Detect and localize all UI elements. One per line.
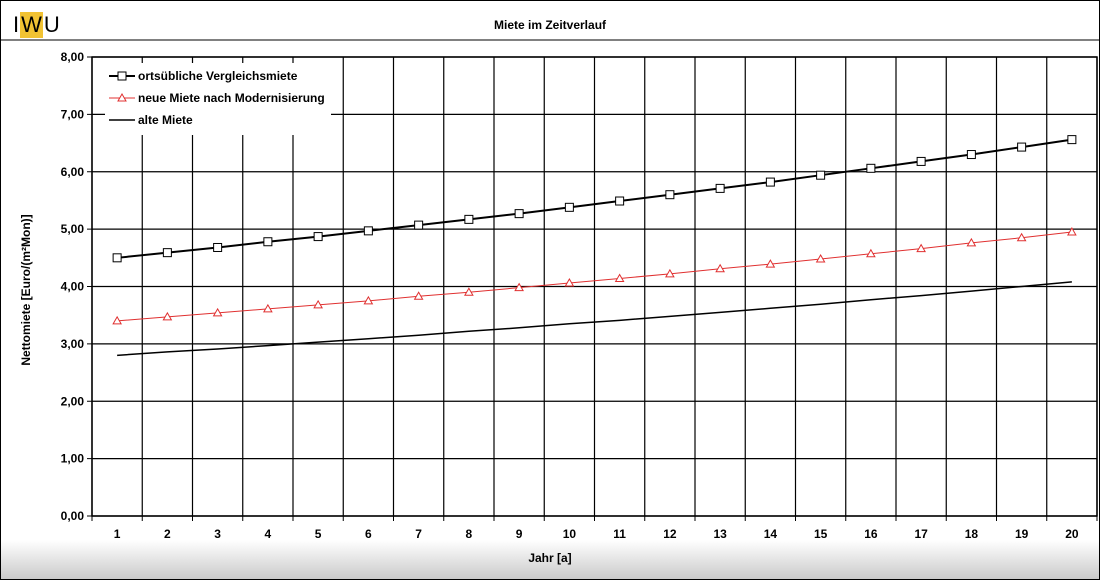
- data-point-square: [263, 237, 273, 247]
- legend-item-alte-miete: alte Miete: [109, 109, 325, 131]
- x-tick-label: 11: [613, 527, 626, 541]
- legend-symbol-triangle: [109, 92, 135, 102]
- data-point-triangle: [665, 268, 675, 278]
- legend-item-neue-miete: neue Miete nach Modernisierung: [109, 87, 325, 109]
- data-point-square: [866, 163, 876, 173]
- y-tick-label: 6,00: [61, 165, 85, 179]
- x-tick-label: 20: [1065, 527, 1079, 541]
- legend-symbol-square: [109, 71, 135, 81]
- x-tick-label: 10: [563, 527, 577, 541]
- data-point-square: [715, 183, 725, 193]
- data-point-triangle: [263, 303, 273, 313]
- legend-item-vergleichsmiete: ortsübliche Vergleichsmiete: [109, 65, 325, 87]
- data-point-square: [1017, 142, 1027, 152]
- data-point-square: [564, 202, 574, 212]
- x-axis-label: Jahr [a]: [528, 551, 572, 565]
- logo-letter-i: I: [13, 12, 20, 37]
- data-point-square: [765, 177, 775, 187]
- legend-label: alte Miete: [138, 113, 193, 127]
- x-tick-label: 16: [864, 527, 878, 541]
- data-point-square: [162, 248, 172, 258]
- data-point-square: [514, 209, 524, 219]
- legend-label: neue Miete nach Modernisierung: [138, 91, 325, 105]
- x-tick-label: 1: [114, 527, 121, 541]
- series-line: [117, 138, 1073, 259]
- y-tick-label: 3,00: [61, 337, 85, 351]
- data-point-square: [966, 150, 976, 160]
- x-tick-label: 6: [365, 527, 372, 541]
- data-point-triangle: [866, 248, 876, 258]
- x-tick-label: 7: [415, 527, 422, 541]
- y-tick-label: 1,00: [61, 452, 85, 466]
- data-point-triangle: [162, 311, 173, 321]
- data-point-square: [464, 214, 474, 224]
- data-point-triangle: [514, 282, 524, 292]
- iwu-logo: I W U: [12, 12, 61, 38]
- data-point-triangle: [916, 243, 926, 253]
- legend-symbol-line: [109, 119, 135, 121]
- chart-title: Miete im Zeitverlauf: [493, 18, 607, 32]
- legend-label: ortsübliche Vergleichsmiete: [138, 69, 298, 83]
- data-point-square: [414, 220, 424, 230]
- x-tick-label: 13: [713, 527, 727, 541]
- data-point-square: [916, 156, 926, 166]
- x-tick-label: 8: [466, 527, 473, 541]
- data-point-triangle: [564, 278, 575, 287]
- data-point-triangle: [363, 295, 374, 305]
- data-point-square: [1067, 135, 1077, 145]
- data-point-triangle: [112, 315, 122, 325]
- data-point-triangle: [815, 253, 826, 263]
- x-tick-label: 12: [663, 527, 677, 541]
- x-tick-label: 14: [764, 527, 778, 541]
- data-point-square: [363, 226, 373, 236]
- data-point-triangle: [413, 291, 424, 300]
- data-point-triangle: [464, 287, 474, 296]
- data-point-triangle: [765, 259, 776, 268]
- series-line: [117, 281, 1072, 357]
- legend: ortsübliche Vergleichsmiete neue Miete n…: [105, 63, 331, 135]
- data-point-square: [112, 253, 122, 263]
- data-point-triangle: [966, 237, 977, 247]
- y-tick-label: 5,00: [61, 222, 85, 236]
- data-point-triangle: [715, 263, 725, 273]
- logo-letter-w: W: [20, 12, 43, 38]
- data-point-triangle: [1067, 226, 1077, 236]
- x-tick-label: 3: [214, 527, 221, 541]
- plot-area: [91, 56, 1098, 517]
- data-point-triangle: [1016, 232, 1027, 242]
- data-point-square: [816, 170, 826, 180]
- series-line: [117, 231, 1072, 322]
- data-point-square: [615, 196, 625, 206]
- data-point-triangle: [614, 273, 625, 282]
- y-tick-label: 4,00: [61, 280, 85, 294]
- x-tick-label: 9: [516, 527, 523, 541]
- x-tick-label: 15: [814, 527, 828, 541]
- y-tick-label: 0,00: [61, 509, 85, 523]
- data-point-square: [313, 232, 323, 242]
- x-tick-label: 4: [265, 527, 272, 541]
- x-tick-label: 5: [315, 527, 322, 541]
- logo-letter-u: U: [43, 12, 60, 37]
- y-tick-label: 8,00: [61, 50, 85, 64]
- x-tick-label: 18: [965, 527, 979, 541]
- x-tick-label: 19: [1015, 527, 1029, 541]
- data-point-square: [665, 190, 675, 200]
- x-tick-label: 2: [164, 527, 171, 541]
- x-tick-label: 17: [914, 527, 928, 541]
- data-point-triangle: [313, 299, 323, 309]
- data-point-triangle: [212, 307, 223, 317]
- y-tick-label: 7,00: [61, 107, 85, 121]
- y-tick-label: 2,00: [61, 394, 85, 408]
- data-point-square: [213, 242, 223, 252]
